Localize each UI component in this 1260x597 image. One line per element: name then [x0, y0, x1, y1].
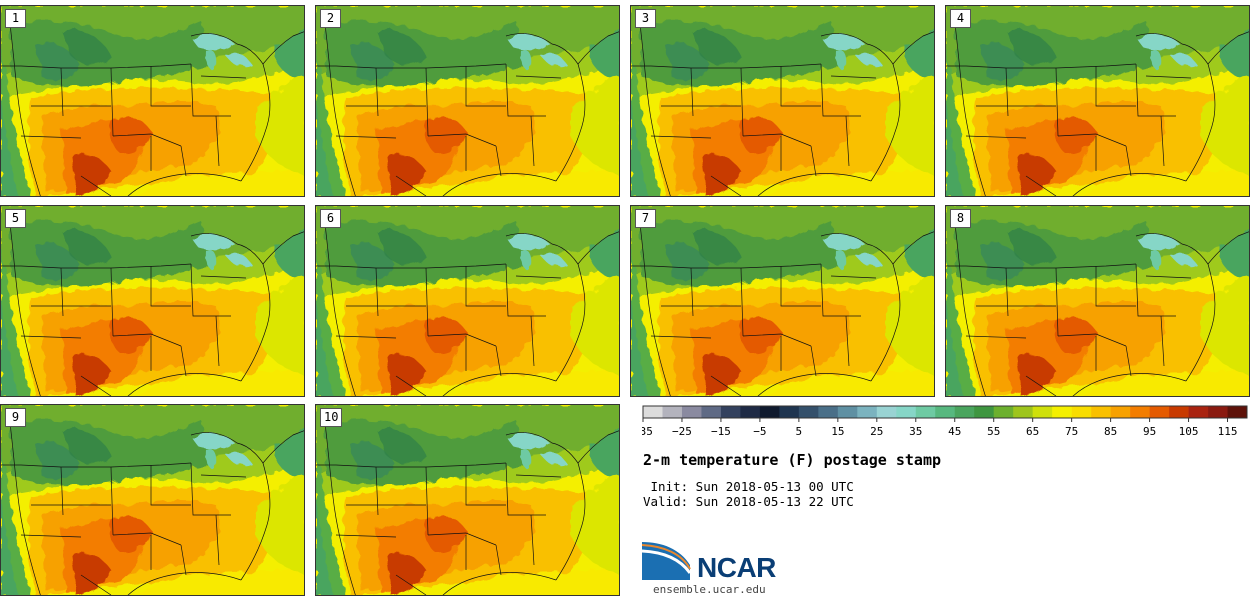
member-label: 8: [950, 209, 971, 228]
member-label: 2: [320, 9, 341, 28]
colorbar-bin: [798, 406, 819, 418]
colorbar-tick-label: 105: [1179, 425, 1199, 438]
colorbar-tick-label: −5: [753, 425, 766, 438]
temperature-colorbar: −35 −25 −15 −5 5 15 25 35 45 55 65 75 85 95 105 115: [642, 405, 1248, 438]
member-label: 4: [950, 9, 971, 28]
colorbar-bin: [876, 406, 897, 418]
member-label: 5: [5, 209, 26, 228]
colorbar-bin: [759, 406, 780, 418]
colorbar-bin: [993, 406, 1014, 418]
colorbar-bin: [935, 406, 956, 418]
map-panel-1: 1: [0, 5, 305, 197]
map-panel-6: 6: [315, 205, 620, 397]
figure-title: 2-m temperature (F) postage stamp: [643, 451, 942, 469]
temperature-map: [316, 405, 620, 596]
colorbar-bin: [1169, 406, 1189, 418]
colorbar-tick-label: −25: [672, 425, 692, 438]
colorbar-bin: [720, 406, 741, 418]
map-panel-2: 2: [315, 5, 620, 197]
logo-wordmark: NCAR: [697, 552, 776, 583]
colorbar-bin: [974, 406, 995, 418]
colorbar-bin: [954, 406, 975, 418]
map-panel-10: 10: [315, 404, 620, 596]
colorbar-bin: [1130, 406, 1150, 418]
member-label: 3: [635, 9, 656, 28]
map-panel-8: 8: [945, 205, 1250, 397]
colorbar-bin: [818, 406, 839, 418]
colorbar-bin: [662, 406, 683, 418]
colorbar-bin: [1052, 406, 1072, 418]
colorbar-frame: [642, 405, 1248, 419]
site-url: ensemble.ucar.edu: [653, 583, 766, 596]
colorbar-tick-label: 65: [1026, 425, 1039, 438]
colorbar-tick-label: 55: [987, 425, 1000, 438]
colorbar-bin: [1032, 406, 1053, 418]
colorbar-tick-label: −15: [711, 425, 731, 438]
member-label: 10: [320, 408, 343, 427]
map-panel-9: 9: [0, 404, 305, 596]
init-time: Init: Sun 2018-05-13 00 UTC: [643, 479, 854, 494]
colorbar-bin: [740, 406, 761, 418]
colorbar-bin: [1091, 406, 1111, 418]
colorbar-tick-label: 25: [870, 425, 883, 438]
temperature-map: [316, 6, 620, 197]
colorbar-tick-label: −35: [642, 425, 653, 438]
temperature-map: [946, 6, 1250, 197]
colorbar-bin: [1149, 406, 1170, 418]
colorbar-bin: [1071, 406, 1092, 418]
colorbar-tick-label: 45: [948, 425, 961, 438]
colorbar-bin: [857, 406, 878, 418]
colorbar-bin: [896, 406, 917, 418]
colorbar-tick-label: 15: [831, 425, 844, 438]
member-label: 6: [320, 209, 341, 228]
colorbar-bin: [1013, 406, 1033, 418]
colorbar-tick-label: 35: [909, 425, 922, 438]
map-panel-5: 5: [0, 205, 305, 397]
colorbar-bin: [701, 406, 722, 418]
colorbar-tick-label: 95: [1143, 425, 1156, 438]
temperature-map: [1, 206, 305, 397]
colorbar-bin: [643, 406, 663, 418]
colorbar-bin: [915, 406, 936, 418]
member-label: 7: [635, 209, 656, 228]
temperature-map: [316, 206, 620, 397]
map-panel-3: 3: [630, 5, 935, 197]
member-label: 1: [5, 9, 26, 28]
colorbar-bin: [1227, 406, 1248, 418]
colorbar-bin: [681, 406, 702, 418]
ncar-logo-icon: [642, 542, 692, 580]
temperature-map: [946, 206, 1250, 397]
map-panel-7: 7: [630, 205, 935, 397]
colorbar-tick-label: 115: [1218, 425, 1238, 438]
colorbar-bin: [779, 406, 800, 418]
temperature-map: [1, 405, 305, 596]
temperature-map: [1, 6, 305, 197]
map-panel-4: 4: [945, 5, 1250, 197]
colorbar-bin: [1110, 406, 1131, 418]
temperature-map: [631, 6, 935, 197]
colorbar-tick-label: 75: [1065, 425, 1078, 438]
valid-time: Valid: Sun 2018-05-13 22 UTC: [643, 494, 854, 509]
colorbar-bin: [837, 406, 858, 418]
colorbar-tick-label: 5: [796, 425, 803, 438]
member-label: 9: [5, 408, 26, 427]
colorbar-bin: [1208, 406, 1228, 418]
colorbar-bin: [1188, 406, 1209, 418]
temperature-map: [631, 206, 935, 397]
colorbar-tick-label: 85: [1104, 425, 1117, 438]
